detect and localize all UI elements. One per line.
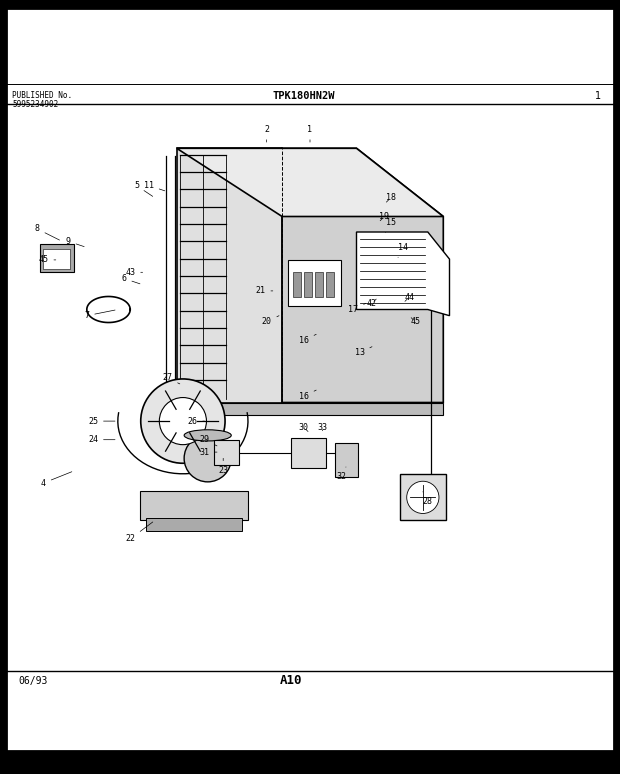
Polygon shape	[356, 232, 450, 316]
Text: 21: 21	[255, 286, 273, 296]
Bar	[214, 440, 239, 464]
Text: 45: 45	[410, 317, 420, 327]
Text: 13: 13	[355, 347, 372, 358]
Text: 11: 11	[144, 181, 165, 191]
Text: 15: 15	[386, 218, 396, 233]
Text: A10: A10	[280, 674, 303, 687]
Bar	[400, 474, 446, 520]
Text: 1: 1	[595, 91, 601, 101]
Bar	[304, 272, 312, 297]
Text: 42: 42	[367, 299, 377, 308]
Bar	[288, 260, 341, 307]
Ellipse shape	[184, 430, 231, 441]
Polygon shape	[177, 149, 282, 402]
Circle shape	[184, 435, 231, 482]
Text: 44: 44	[404, 293, 414, 302]
Polygon shape	[177, 402, 443, 415]
Text: 24: 24	[88, 435, 115, 444]
Polygon shape	[282, 149, 443, 402]
Text: eReplacementParts.com: eReplacementParts.com	[225, 389, 395, 403]
Bar	[315, 272, 323, 297]
Text: 1: 1	[308, 125, 312, 142]
Bar	[291, 438, 326, 467]
Text: 7: 7	[84, 310, 115, 320]
Circle shape	[141, 379, 225, 464]
Text: 16: 16	[299, 334, 316, 345]
Text: 45: 45	[38, 255, 56, 265]
Bar	[40, 245, 74, 272]
Text: 29: 29	[200, 435, 217, 446]
Text: 6: 6	[122, 274, 140, 284]
Text: TPK180HN2W: TPK180HN2W	[273, 91, 335, 101]
Text: 30: 30	[299, 423, 309, 432]
Text: 32: 32	[336, 467, 346, 481]
Text: 31: 31	[200, 447, 217, 457]
Text: 06/93: 06/93	[19, 676, 48, 686]
Bar	[146, 519, 242, 531]
Text: 26: 26	[187, 416, 205, 426]
Bar	[293, 272, 301, 297]
Bar	[140, 491, 248, 520]
Text: 18: 18	[386, 194, 396, 202]
Text: 25: 25	[88, 416, 115, 426]
Text: 33: 33	[317, 423, 327, 432]
Bar	[326, 272, 334, 297]
Text: 28: 28	[423, 491, 433, 506]
Text: 2: 2	[264, 125, 269, 142]
Text: 16: 16	[299, 390, 316, 401]
Text: 22: 22	[125, 522, 153, 543]
Text: 23: 23	[218, 458, 228, 475]
Text: 5: 5	[134, 181, 153, 197]
Text: 8: 8	[35, 224, 60, 240]
Circle shape	[159, 398, 206, 444]
Circle shape	[407, 481, 439, 513]
Text: 27: 27	[162, 373, 180, 384]
Text: 20: 20	[262, 316, 279, 327]
Text: 19: 19	[379, 212, 389, 221]
Text: PUBLISHED No.: PUBLISHED No.	[12, 91, 73, 100]
Text: 17: 17	[348, 303, 366, 314]
Bar	[43, 248, 70, 269]
Bar	[335, 443, 358, 477]
Text: 14: 14	[398, 243, 408, 258]
Polygon shape	[177, 149, 443, 217]
Text: 4: 4	[41, 471, 72, 488]
Text: 5995234902: 5995234902	[12, 100, 59, 109]
Text: 9: 9	[66, 237, 84, 247]
Text: 43: 43	[125, 268, 143, 277]
